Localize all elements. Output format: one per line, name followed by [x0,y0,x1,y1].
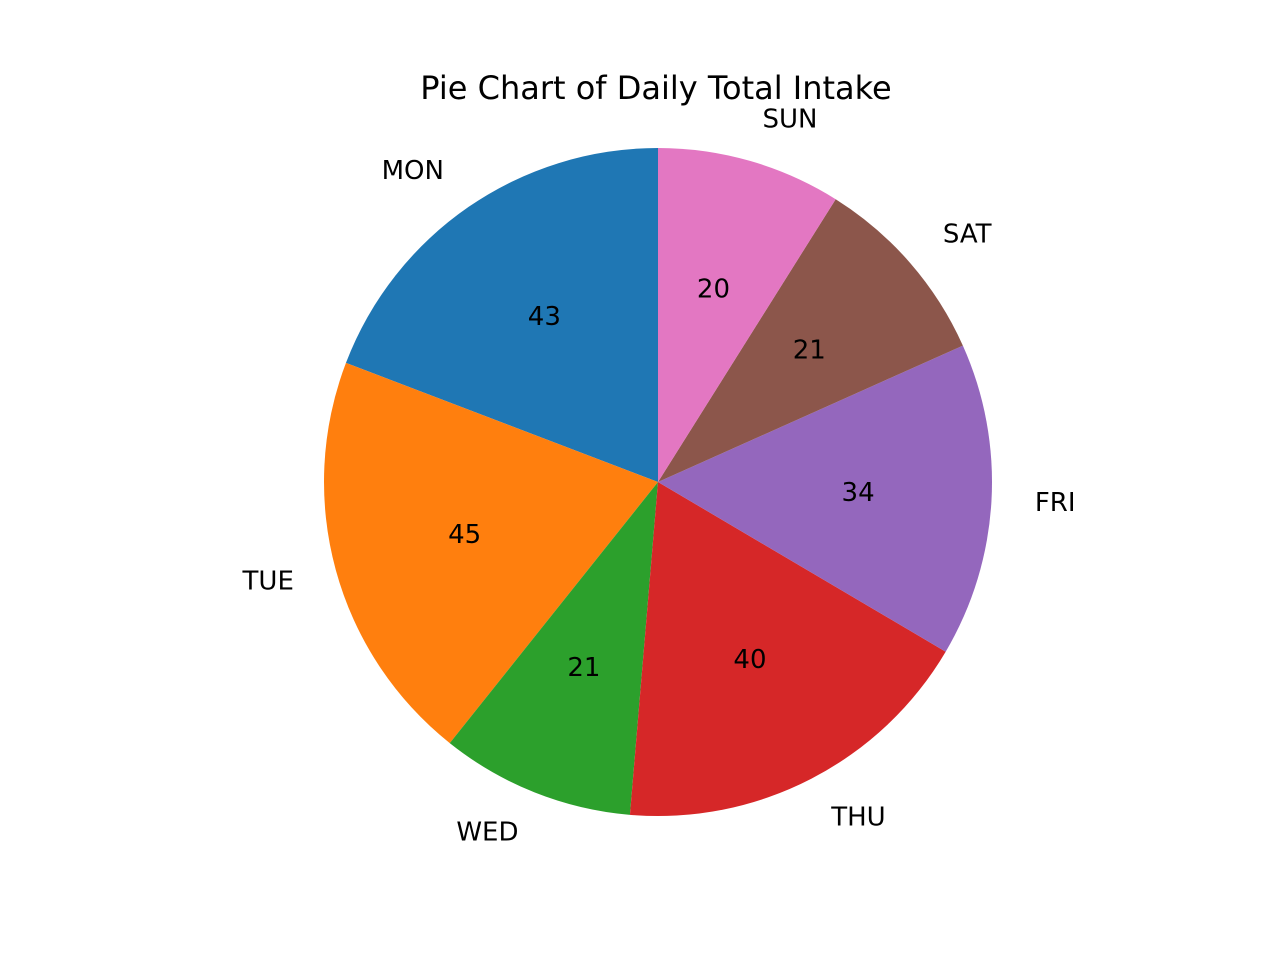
value-label-mon: 43 [528,302,561,332]
pie-slices [323,148,992,816]
slice-label-mon: MON [382,156,444,186]
slice-label-tue: TUE [242,566,294,596]
pie-slice-tue [323,362,658,744]
pie-slice-mon [345,148,658,482]
value-label-thu: 40 [733,645,766,675]
value-label-tue: 45 [448,520,481,550]
value-label-wed: 21 [567,653,600,683]
value-label-sat: 21 [793,336,826,366]
pie-slice-sun [658,148,836,482]
slice-label-thu: THU [830,802,885,832]
value-label-sun: 20 [697,274,730,304]
chart-title: Pie Chart of Daily Total Intake [420,69,891,107]
pie-slice-fri [658,345,992,652]
pie-slice-thu [629,482,946,816]
pie-slice-sat [658,199,963,482]
slice-label-sat: SAT [943,219,992,249]
slice-label-fri: FRI [1035,488,1076,518]
slice-label-sun: SUN [762,104,817,134]
slice-label-wed: WED [456,818,518,848]
value-label-fri: 34 [842,478,875,508]
pie-labels: MON 43 TUE 45 WED 21 THU 40 FRI 34 SAT 21 SUN 20 [242,104,1076,847]
pie-slice-wed [449,482,658,815]
